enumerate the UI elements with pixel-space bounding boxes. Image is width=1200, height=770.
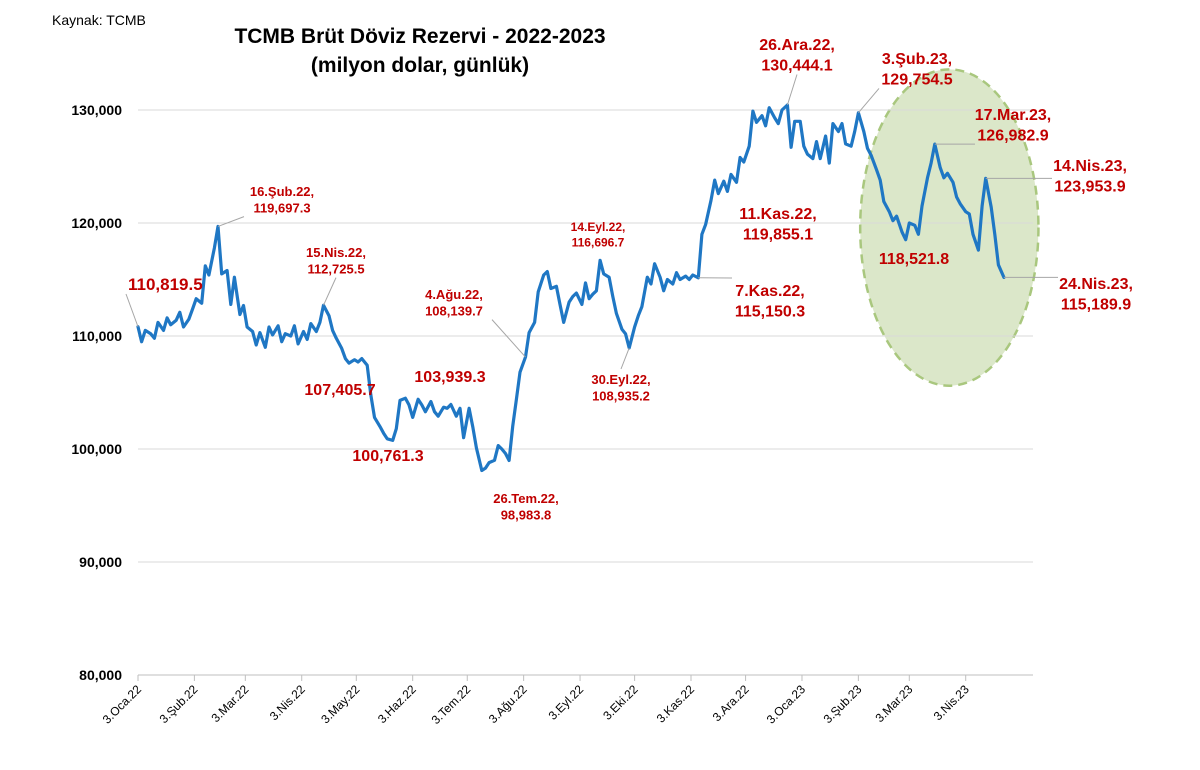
annotation-label-line: 26.Tem.22, (493, 491, 559, 506)
x-tick-label: 3.Mar.23 (872, 682, 915, 725)
series-line (136, 103, 1006, 473)
annotation-label-line: 26.Ara.22, (759, 37, 835, 54)
x-tick-label: 3.Eki.22 (600, 682, 641, 723)
annotation-label: 17.Mar.23, 126,982.9 (975, 107, 1052, 144)
annotation-label-line: 108,139.7 (425, 304, 483, 319)
x-tick-label: 3.Oca.23 (764, 682, 809, 727)
x-tick-label: 3.Kas.22 (654, 682, 698, 726)
series-group (136, 103, 1006, 473)
annotation-label: 3.Şub.23, 129,754.5 (881, 51, 952, 88)
annotation-label: 118,521.8 (879, 251, 949, 268)
annotation-label: 14.Nis.23, 123,953.9 (1053, 158, 1127, 195)
annotation-leader (217, 216, 245, 227)
annotation-label-line: 30.Eyl.22, (591, 372, 650, 387)
y-tick-label: 130,000 (71, 102, 122, 118)
annotation-label: 15.Nis.22, 112,725.5 (306, 245, 366, 277)
x-tick-label: 3.Haz.22 (375, 682, 419, 726)
x-tick-label: 3.Ağu.22 (486, 682, 530, 726)
x-tick-label: 3.Oca.22 (100, 682, 145, 727)
annotation-label-line: 14.Nis.23, (1053, 158, 1127, 175)
annotation-label-line: 115,189.9 (1061, 296, 1131, 313)
x-tick-label: 3.Tem.22 (429, 682, 474, 727)
chart-title: TCMB Brüt Döviz Rezervi - 2022-2023 (mil… (190, 22, 650, 80)
annotation-label-line: 15.Nis.22, (306, 245, 366, 260)
annotation-labels: 110,819.5 16.Şub.22, 119,697.3 15.Nis.22, 11… (128, 37, 1133, 523)
annotation-label: 110,819.5 (128, 275, 203, 294)
annotation-label: 26.Tem.22, 98,983.8 (493, 491, 559, 523)
annotation-label: 16.Şub.22, 119,697.3 (250, 184, 314, 216)
annotation-label: 24.Nis.23, 115,189.9 (1059, 276, 1133, 313)
annotation-label-line: 17.Mar.23, (975, 107, 1052, 124)
annotation-label-line: 116,696.7 (572, 235, 625, 249)
x-tick-label: 3.Ara.22 (710, 682, 752, 724)
annotation-label: 14.Eyl.22, 116,696.7 (571, 220, 626, 249)
x-tick-label: 3.Nis.23 (931, 682, 972, 723)
x-tick-label: 3.Şub.22 (157, 682, 201, 726)
annotation-label-line: 129,754.5 (881, 71, 952, 88)
annotation-leader (620, 347, 630, 370)
annotation-label-line: 98,983.8 (501, 508, 552, 523)
annotation-label: 26.Ara.22, 130,444.1 (759, 37, 835, 74)
annotation-label: 103,939.3 (414, 369, 485, 386)
annotation-leaders (125, 74, 1058, 370)
annotation-label-line: 16.Şub.22, (250, 184, 314, 199)
y-tick-label: 110,000 (72, 328, 122, 344)
annotation-label: 11.Kas.22, 119,855.1 (739, 206, 816, 243)
annotation-label-line: 126,982.9 (977, 127, 1048, 144)
annotation-label-line: 119,697.3 (253, 201, 310, 216)
annotation-leader (491, 319, 526, 358)
annotation-label-line: 130,444.1 (761, 57, 832, 74)
x-tick-label: 3.Şub.23 (821, 682, 865, 726)
annotation-label-line: 115,150.3 (735, 303, 805, 320)
chart-title-line1: TCMB Brüt Döviz Rezervi - 2022-2023 (234, 25, 606, 48)
highlight-region (858, 68, 1040, 387)
annotation-label-line: 14.Eyl.22, (571, 220, 626, 234)
annotation-label-line: 103,939.3 (414, 369, 485, 386)
annotation-label-line: 107,405.7 (304, 382, 375, 399)
x-tick-label: 3.Eyl.22 (546, 682, 587, 723)
annotation-label-line: 24.Nis.23, (1059, 276, 1133, 293)
annotation-label-line: 112,725.5 (307, 262, 364, 277)
annotation-label-line: 123,953.9 (1054, 178, 1125, 195)
annotation-label-line: 108,935.2 (592, 389, 650, 404)
annotation-label: 30.Eyl.22, 108,935.2 (591, 372, 650, 404)
annotation-leader (786, 74, 798, 106)
annotation-leader (857, 88, 880, 114)
annotation-label: 100,761.3 (352, 448, 423, 465)
y-tick-label: 80,000 (79, 667, 122, 683)
source-note: Kaynak: TCMB (52, 12, 146, 28)
annotation-label-line: 118,521.8 (879, 251, 949, 268)
chart-title-line2: (milyon dolar, günlük) (310, 54, 530, 77)
annotation-label-line: 119,855.1 (743, 226, 813, 243)
y-tick-label: 120,000 (71, 215, 122, 231)
annotation-leader (323, 277, 337, 306)
annotation-label-line: 4.Ağu.22, (425, 287, 483, 302)
annotation-label-line: 100,761.3 (352, 448, 423, 465)
annotation-label: 7.Kas.22, 115,150.3 (735, 283, 805, 320)
x-tick-label: 3.Nis.22 (267, 682, 308, 723)
y-tick-label: 90,000 (79, 554, 122, 570)
annotation-leader (125, 293, 139, 327)
x-tick-label: 3.Mar.22 (209, 682, 252, 725)
annotation-label-line: 7.Kas.22, (735, 283, 804, 300)
annotation-label: 107,405.7 (304, 382, 375, 399)
annotation-label-line: 11.Kas.22, (739, 206, 816, 223)
highlight-ellipse (858, 68, 1040, 387)
annotation-label-line: 3.Şub.23, (882, 51, 952, 68)
x-tick-label: 3.May.22 (318, 682, 362, 726)
annotation-label-line: 110,819.5 (128, 275, 203, 294)
annotation-label: 4.Ağu.22, 108,139.7 (425, 287, 483, 319)
y-tick-label: 100,000 (71, 441, 122, 457)
